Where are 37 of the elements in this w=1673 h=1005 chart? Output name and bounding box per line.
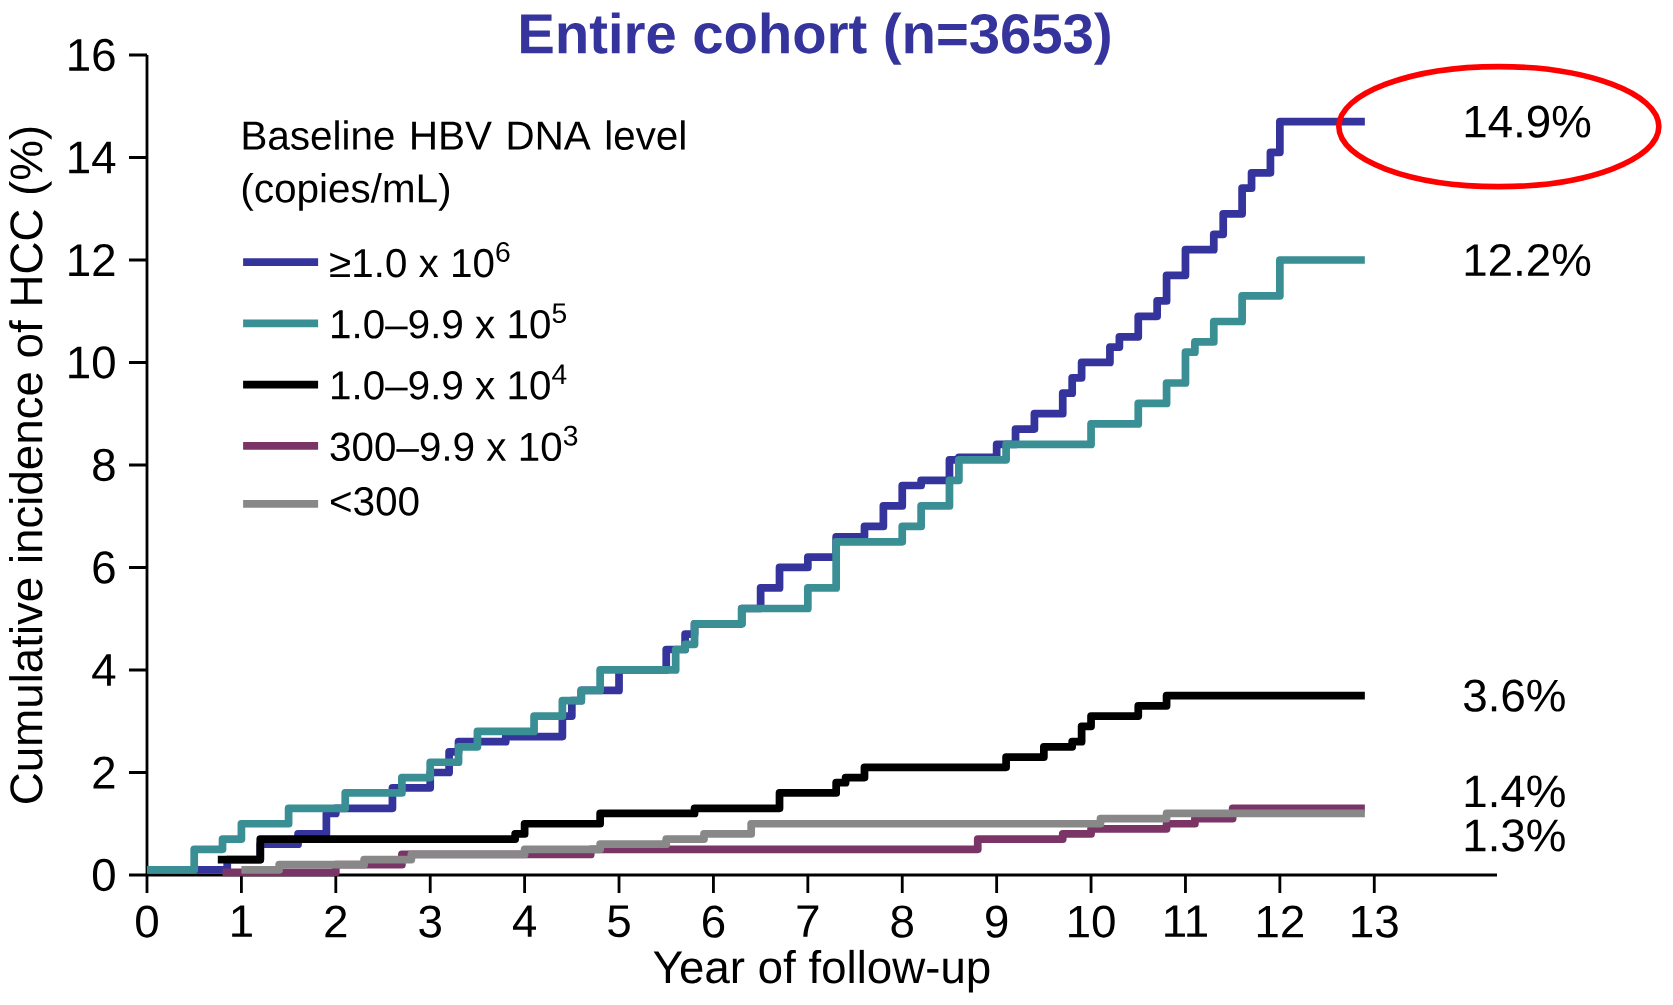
annotation: 1.3% xyxy=(1465,819,1565,852)
legend-label: <300 xyxy=(330,487,419,516)
y-tick-label: 0 xyxy=(92,858,115,892)
x-axis-title: Year of follow-up xyxy=(653,949,990,993)
x-tick-label: 3 xyxy=(419,905,441,938)
x-tick-label: 6 xyxy=(703,905,725,938)
y-tick-label: 4 xyxy=(92,654,116,686)
legend-label: ≥1.0 x 10$^{6}$ xyxy=(330,241,510,278)
x-tick-label: 8 xyxy=(891,905,913,938)
legend-label: 1.0–9.9 x 10$^{5}$ xyxy=(332,303,567,339)
x-tick-label: 9 xyxy=(986,905,1008,938)
annotation: 3.6% xyxy=(1464,679,1565,712)
x-tick-label: 10 xyxy=(1069,905,1115,938)
y-tick-label: 16 xyxy=(69,38,115,72)
y-tick-label: 12 xyxy=(69,244,115,276)
x-tick-label: 13 xyxy=(1352,905,1398,938)
x-tick-label: 12 xyxy=(1257,905,1303,938)
x-tick-label: 5 xyxy=(608,905,630,938)
chart-title: Entire cohort (n=3653) xyxy=(521,12,1110,65)
annotation: 1.4% xyxy=(1465,775,1565,808)
y-tick-label: 14 xyxy=(69,141,116,174)
x-tick-label: 7 xyxy=(797,905,819,937)
y-tick-label: 2 xyxy=(93,756,115,789)
y-axis-title: Cumulative incidence of HCC (%) xyxy=(9,127,52,803)
annotation: 14.9% xyxy=(1465,105,1591,138)
x-tick-label: 1 xyxy=(232,905,252,937)
x-tick-label: 4 xyxy=(512,905,536,937)
x-tick-label: 0 xyxy=(136,905,158,938)
x-tick-label: 11 xyxy=(1165,905,1207,937)
y-tick-label: 10 xyxy=(69,346,115,379)
legend-label: 300–9.9 x 10$^{3}$ xyxy=(330,425,578,462)
annotation: 12.2% xyxy=(1465,243,1591,277)
legend-title: Baseline HBV DNA level (copies/mL) xyxy=(242,120,685,211)
y-tick-label: 8 xyxy=(93,448,115,482)
y-tick-label: 6 xyxy=(93,551,115,584)
legend-label: 1.0–9.9 x 10$^{4}$ xyxy=(332,364,567,400)
x-tick-label: 2 xyxy=(325,905,347,938)
